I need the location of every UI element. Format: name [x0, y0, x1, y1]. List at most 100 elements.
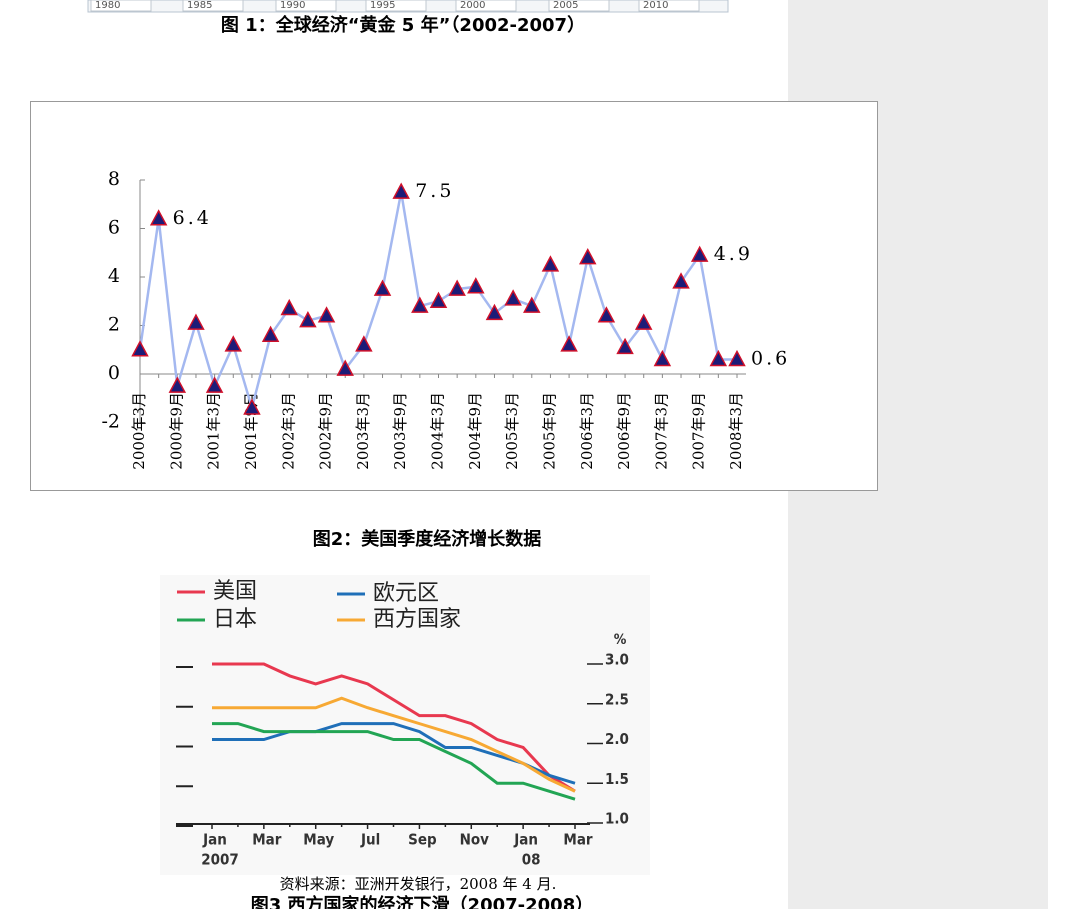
strip-label: 1985: [187, 0, 212, 11]
marker: [261, 325, 280, 342]
y-tick-label: 2: [108, 314, 120, 336]
strip-label: 2000: [460, 0, 485, 11]
marker: [187, 313, 205, 330]
strip-label-box: [455, 0, 517, 12]
marker: [504, 289, 522, 306]
marker: [672, 272, 690, 289]
legend-label: 日本: [213, 607, 257, 632]
series-line: [212, 722, 576, 801]
x-tick-label: May: [303, 831, 334, 849]
marker: [448, 279, 466, 296]
x-tick-label: 2006年9月: [615, 392, 633, 470]
x-tick-label: 2003年3月: [354, 392, 372, 470]
marker: [578, 248, 597, 265]
data-label: 0.6: [751, 347, 790, 369]
marker: [560, 335, 578, 352]
legend-label: 西方国家: [373, 607, 461, 632]
y-tick-label: -2: [101, 411, 120, 433]
x-group-label: 2007: [201, 851, 239, 869]
marker: [224, 335, 243, 352]
marker: [485, 303, 504, 321]
y-tick-label: 1.0: [605, 810, 629, 828]
strip-label-box: [90, 0, 152, 12]
x-tick-label: 2005年3月: [503, 392, 521, 470]
strip-label: 1990: [280, 0, 305, 11]
marker: [597, 306, 616, 323]
marker: [411, 296, 429, 313]
marker: [653, 349, 672, 367]
marker: [429, 291, 448, 308]
strip-label: 2010: [643, 0, 668, 11]
figure1-caption: 图 1：全球经济“黄金 5 年”（2002-2007）: [221, 14, 585, 36]
x-tick-label: 2005年9月: [540, 392, 558, 470]
chart3-caption: 图3 西方国家的经济下滑（2007-2008）: [251, 894, 593, 909]
strip-label-box: [638, 0, 700, 12]
marker: [355, 335, 373, 352]
chart2-frame: [30, 101, 878, 491]
x-tick-label: 2007年3月: [652, 392, 670, 470]
x-tick-label: Jan: [513, 831, 538, 849]
chart3-source: 资料来源：亚洲开发银行，2008 年 4 月.: [280, 875, 557, 893]
x-tick-label: 2006年3月: [578, 392, 596, 470]
x-tick-label: Nov: [460, 831, 490, 849]
marker: [280, 298, 299, 316]
marker: [243, 398, 261, 415]
y-tick-label: 8: [108, 168, 120, 190]
y-tick-label: 4: [108, 265, 120, 287]
y-tick-label: 2.0: [605, 730, 629, 748]
strip-label-box: [182, 0, 244, 12]
chart2-caption: 图2：美国季度经济增长数据: [313, 528, 542, 550]
y-unit: %: [614, 632, 627, 648]
x-tick-label: Jul: [360, 831, 380, 849]
series-line: [212, 662, 576, 793]
data-label: 4.9: [714, 243, 753, 265]
marker: [336, 359, 354, 376]
strip-label-box: [548, 0, 610, 12]
strip-label-box: [275, 0, 337, 12]
data-label: 7.5: [415, 180, 454, 202]
y-tick-label: 3.0: [605, 651, 629, 669]
y-tick-label: 0: [108, 362, 120, 384]
marker: [317, 306, 336, 323]
marker: [131, 340, 149, 357]
x-tick-label: Sep: [408, 831, 437, 849]
series-line: [212, 696, 576, 793]
marker: [149, 209, 168, 226]
y-tick-label: 1.5: [605, 770, 629, 788]
data-label: 6.4: [173, 207, 212, 229]
x-tick-label: 2004年9月: [466, 392, 484, 470]
marker: [690, 245, 709, 262]
strip-label: 1980: [95, 0, 120, 11]
y-tick-label: 6: [108, 217, 120, 239]
y-tick-label: 2.5: [605, 690, 629, 708]
marker: [634, 313, 653, 330]
legend-label: 美国: [213, 579, 257, 604]
x-tick-label: 2004年3月: [429, 392, 447, 470]
marker: [205, 376, 224, 393]
x-tick-label: 2000年9月: [167, 392, 185, 470]
x-tick-label: 2007年9月: [690, 392, 708, 470]
marker: [709, 349, 728, 367]
marker: [392, 182, 410, 199]
legend-label: 欧元区: [373, 581, 439, 606]
x-tick-label: 2002年9月: [317, 392, 335, 470]
marker: [373, 279, 392, 296]
x-tick-label: 2002年3月: [279, 392, 297, 470]
x-tick-label: Jan: [202, 831, 227, 849]
strip-label: 2005: [553, 0, 578, 11]
x-group-label: 08: [522, 851, 541, 869]
strip-label-box: [365, 0, 427, 12]
marker: [541, 255, 560, 272]
marker: [299, 311, 317, 328]
marker: [616, 337, 634, 355]
x-tick-label: Mar: [252, 831, 282, 849]
strip-label: 1995: [370, 0, 395, 11]
x-tick-label: 2001年3月: [205, 392, 223, 470]
x-tick-label: Mar: [563, 831, 593, 849]
marker: [523, 296, 541, 313]
marker: [728, 349, 746, 367]
marker: [467, 277, 485, 294]
x-tick-label: 2000年3月: [130, 392, 148, 470]
